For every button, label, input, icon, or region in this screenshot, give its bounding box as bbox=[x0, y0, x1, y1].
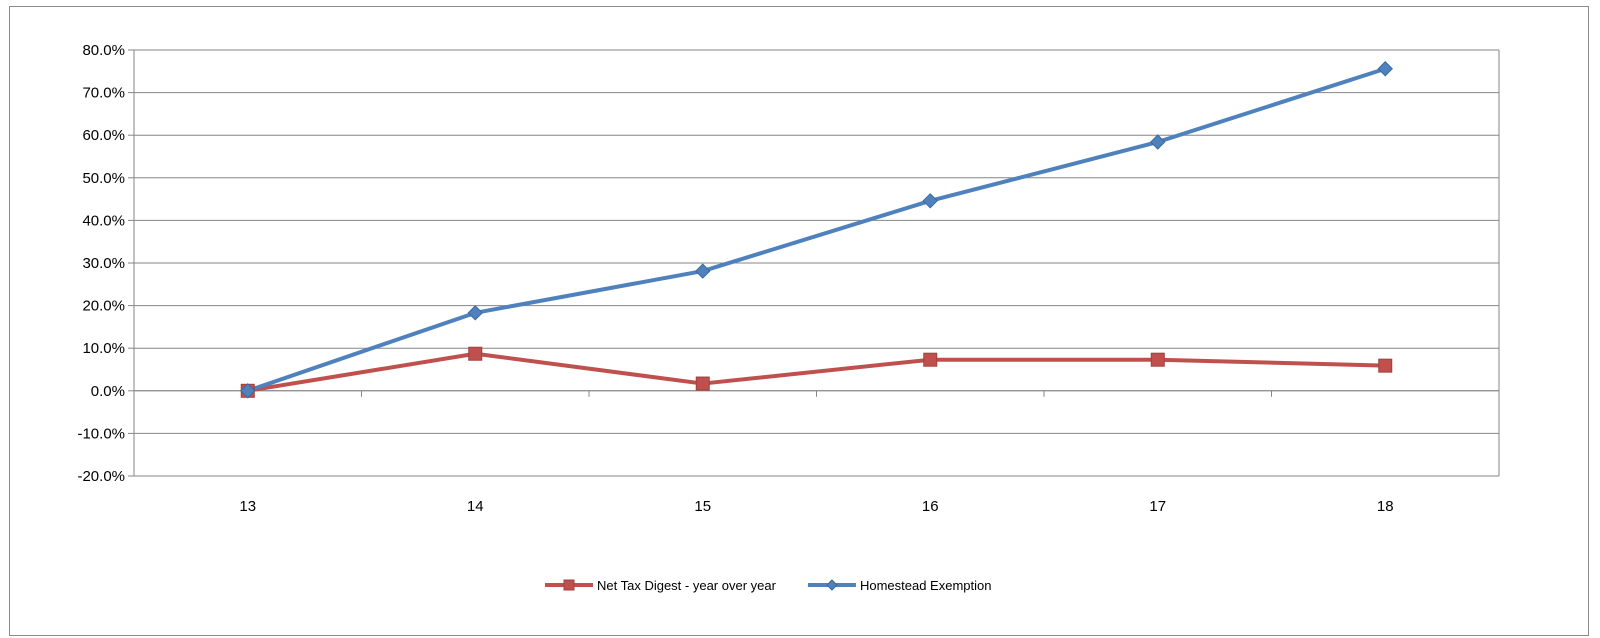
data-point-diamond bbox=[240, 383, 256, 399]
series-lines bbox=[240, 61, 1393, 399]
data-point-square bbox=[695, 376, 710, 391]
data-point-diamond bbox=[695, 263, 711, 279]
y-tick-label: 60.0% bbox=[82, 127, 125, 144]
x-tick-label: 17 bbox=[1149, 498, 1166, 515]
legend-label: Homestead Exemption bbox=[860, 578, 992, 593]
y-tick-label: 20.0% bbox=[82, 298, 125, 315]
data-point-diamond bbox=[826, 579, 838, 591]
data-point-square bbox=[1378, 358, 1393, 373]
y-tick-label: -20.0% bbox=[77, 468, 125, 485]
data-point-square bbox=[1150, 352, 1165, 367]
y-tick-label: 50.0% bbox=[82, 170, 125, 187]
data-point-square bbox=[563, 579, 575, 591]
series-line-0 bbox=[247, 351, 1386, 393]
data-point-diamond bbox=[1150, 134, 1166, 150]
gridlines bbox=[134, 49, 1499, 477]
legend-label: Net Tax Digest - year over year bbox=[597, 578, 777, 593]
x-tick-label: 13 bbox=[239, 498, 256, 515]
x-tick-label: 14 bbox=[467, 498, 484, 515]
data-point-diamond bbox=[1377, 61, 1393, 77]
data-point-square bbox=[468, 346, 483, 361]
x-tick-label: 18 bbox=[1377, 498, 1394, 515]
y-tick-label: 10.0% bbox=[82, 340, 125, 357]
y-tick-label: -10.0% bbox=[77, 425, 125, 442]
y-tick-label: 30.0% bbox=[82, 255, 125, 272]
y-tick-label: 80.0% bbox=[82, 42, 125, 59]
data-point-square bbox=[923, 352, 938, 367]
x-tick-label: 16 bbox=[922, 498, 939, 515]
data-point-diamond bbox=[922, 193, 938, 209]
series-line-1 bbox=[247, 66, 1386, 393]
data-point-diamond bbox=[467, 305, 483, 321]
chart-frame bbox=[9, 6, 1589, 636]
y-tick-label: 40.0% bbox=[82, 212, 125, 229]
y-tick-label: 0.0% bbox=[91, 383, 125, 400]
axes: -20.0% -10.0% 0.0% 10.0% 20.0% 30.0% 40.0% 50.0… bbox=[77, 42, 1500, 515]
x-tick-label: 15 bbox=[694, 498, 711, 515]
legend: Net Tax Digest - year over year Homestead… bbox=[545, 578, 991, 593]
y-tick-label: 70.0% bbox=[82, 85, 125, 102]
